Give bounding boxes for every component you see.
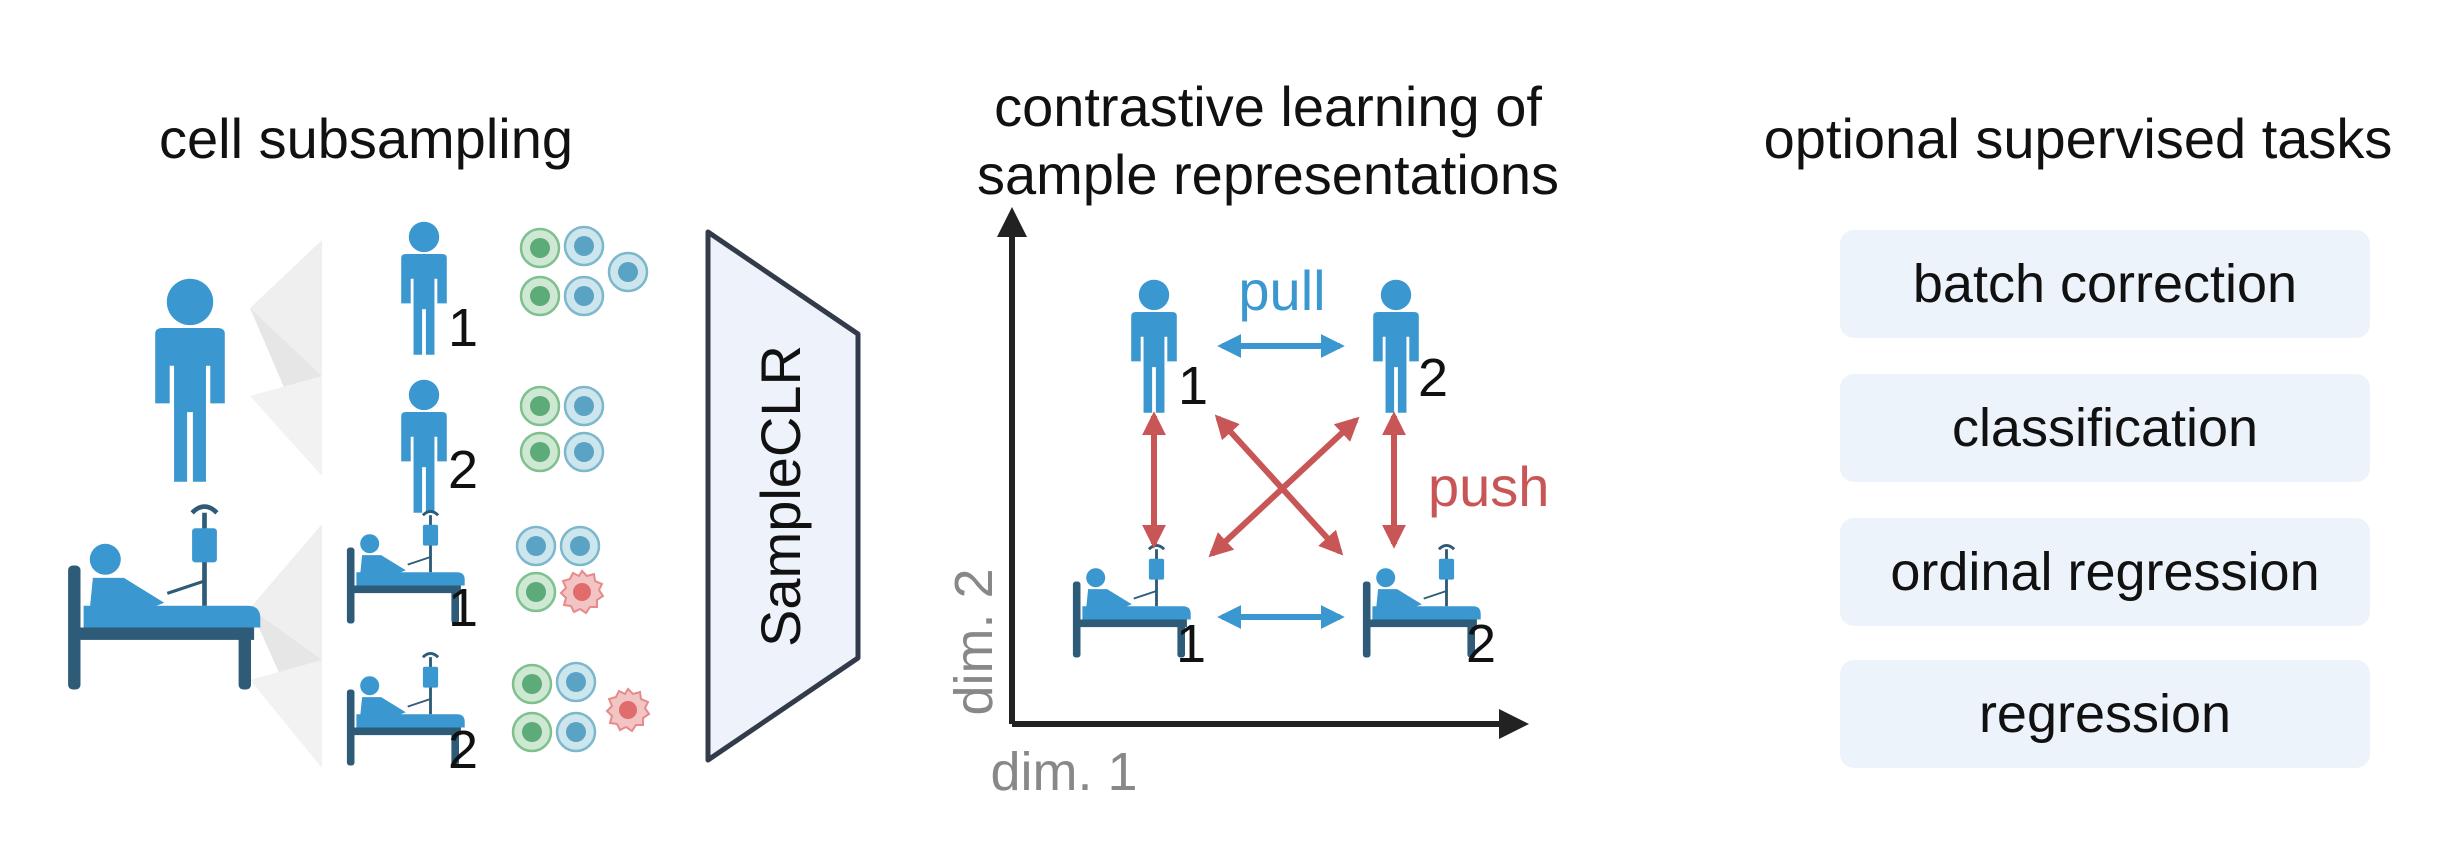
healthy-person-icon [1131, 279, 1177, 413]
diseased-cell-icon [560, 570, 604, 614]
embedding-id: 1 [1176, 614, 1206, 674]
cell-icon [519, 385, 561, 427]
healthy-person-icon [401, 221, 447, 355]
task-box-regression: regression [1840, 660, 2370, 768]
patient-in-bed-icon [68, 507, 260, 690]
subsampling-wedge-patient [250, 524, 322, 768]
cell-icon [555, 661, 597, 703]
pull-label: pull [1238, 259, 1325, 322]
task-box-batch-correction: batch correction [1840, 230, 2370, 338]
healthy-person-icon [155, 278, 225, 482]
cell-icon [563, 431, 605, 473]
cell-icon [559, 525, 601, 567]
cell-cluster-2 [519, 385, 605, 473]
subsample-id: 1 [448, 298, 478, 358]
push-label: push [1428, 455, 1549, 518]
cell-icon [563, 225, 605, 267]
contrastive-title-line1: contrastive learning of [994, 75, 1542, 138]
task-label: classification [1952, 398, 2258, 458]
cell-icon [519, 227, 561, 269]
y-axis-label: dim. 2 [944, 568, 1004, 715]
healthy-person-icon [401, 379, 447, 513]
supervised-title: optional supervised tasks [1764, 107, 2393, 170]
subsample-id: 2 [448, 720, 478, 780]
patient-in-bed-icon [1071, 543, 1193, 659]
push-arrow-diagonal-up [1208, 416, 1360, 558]
cell-icon [515, 525, 557, 567]
task-label: regression [1979, 684, 2231, 744]
sampleclr-encoder [705, 229, 861, 763]
task-box-ordinal-regression: ordinal regression [1840, 518, 2370, 626]
sampleclr-label: SampleCLR [749, 345, 812, 647]
cell-icon [511, 711, 553, 753]
task-box-classification: classification [1840, 374, 2370, 482]
diseased-cell-icon [606, 688, 650, 732]
subsample-id: 1 [448, 578, 478, 638]
cell-icon [519, 275, 561, 317]
cell-icon [563, 385, 605, 427]
cell-icon [555, 711, 597, 753]
embedding-id: 2 [1466, 614, 1496, 674]
cell-icon [515, 571, 557, 613]
cell-icon [519, 431, 561, 473]
task-label: ordinal regression [1890, 542, 2319, 602]
subsampling-wedge-healthy [250, 240, 322, 476]
subsample-id: 2 [448, 440, 478, 500]
cell-cluster-3 [515, 525, 604, 614]
embedding-id: 1 [1178, 356, 1208, 416]
contrastive-title-line2: sample representations [977, 143, 1559, 206]
x-axis-label: dim. 1 [990, 742, 1137, 802]
healthy-person-icon [1373, 279, 1419, 413]
task-label: batch correction [1913, 254, 2297, 314]
cell-icon [563, 275, 605, 317]
subsampling-title: cell subsampling [159, 107, 573, 170]
cell-icon [607, 251, 649, 293]
cell-cluster-4 [511, 661, 650, 753]
cell-cluster-1 [519, 225, 649, 317]
embedding-id: 2 [1418, 348, 1448, 408]
patient-in-bed-icon [1361, 543, 1483, 659]
cell-icon [511, 663, 553, 705]
